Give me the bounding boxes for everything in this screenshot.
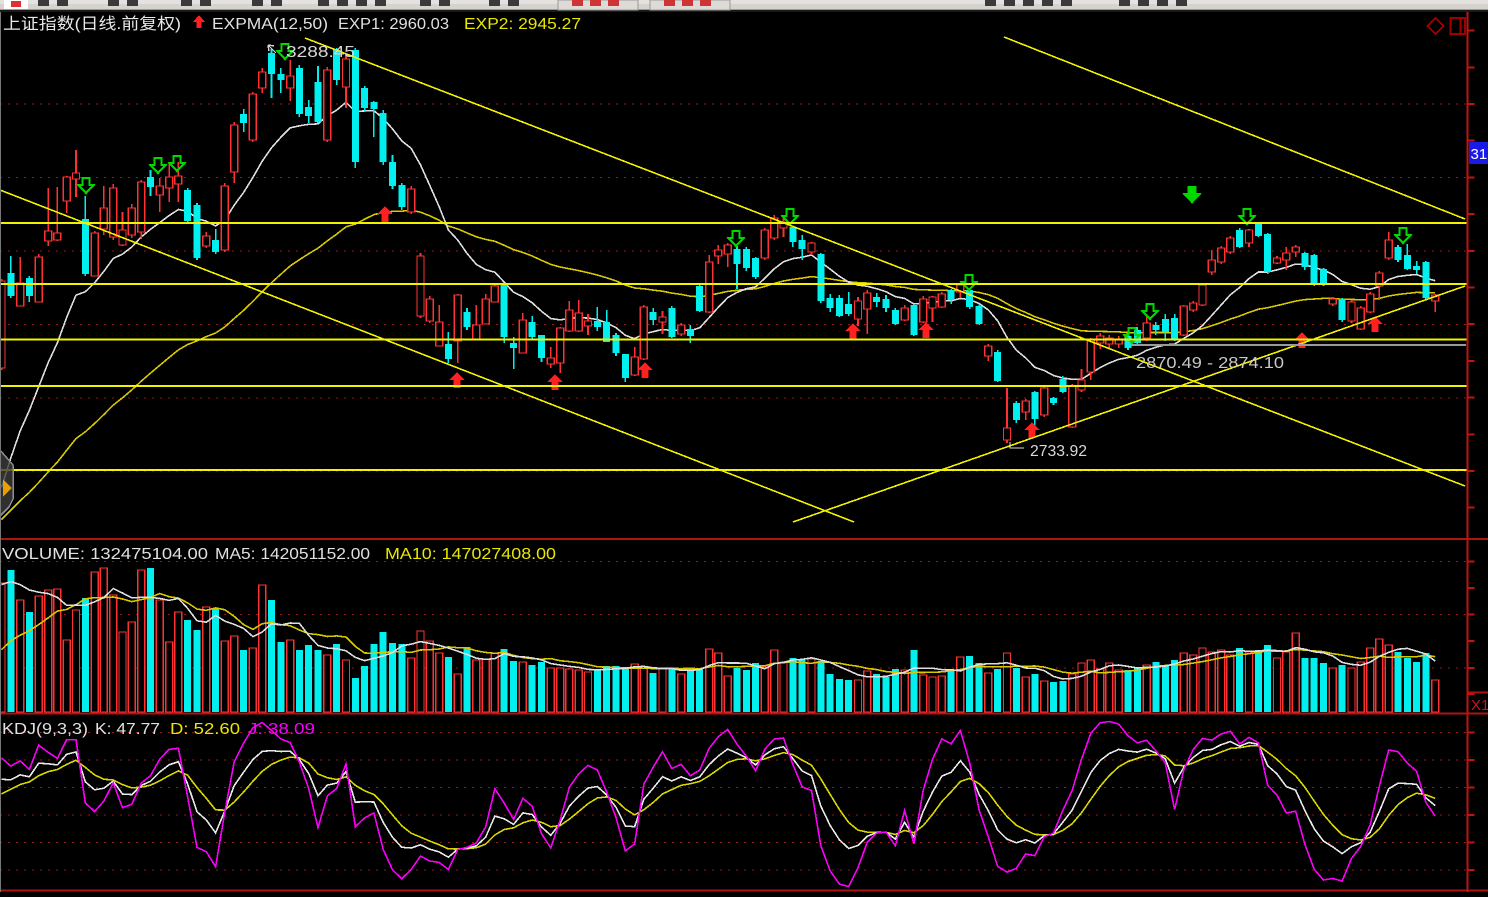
- svg-text:31: 31: [1471, 146, 1488, 163]
- svg-text:2733.92: 2733.92: [1030, 443, 1087, 460]
- svg-text:EXP2: 2945.27: EXP2: 2945.27: [464, 16, 581, 33]
- svg-text:MA5: 142051152.00: MA5: 142051152.00: [215, 546, 370, 563]
- svg-text:3288.45: 3288.45: [286, 44, 355, 61]
- svg-text:2870.49 - 2874.10: 2870.49 - 2874.10: [1136, 355, 1284, 372]
- svg-text:K: 47.77: K: 47.77: [95, 721, 160, 738]
- svg-text:MA10: 147027408.00: MA10: 147027408.00: [385, 546, 556, 563]
- svg-text:D: 52.60: D: 52.60: [170, 721, 240, 738]
- svg-text:EXPMA(12,50): EXPMA(12,50): [212, 16, 328, 33]
- svg-text:EXP1: 2960.03: EXP1: 2960.03: [338, 16, 449, 33]
- svg-text:X1: X1: [1471, 697, 1488, 714]
- svg-text:VOLUME: 132475104.00: VOLUME: 132475104.00: [2, 546, 208, 563]
- svg-text:J: 38.09: J: 38.09: [248, 721, 315, 738]
- svg-text:上证指数(日线.前复权): 上证指数(日线.前复权): [3, 15, 181, 33]
- svg-text:KDJ(9,3,3): KDJ(9,3,3): [2, 721, 88, 738]
